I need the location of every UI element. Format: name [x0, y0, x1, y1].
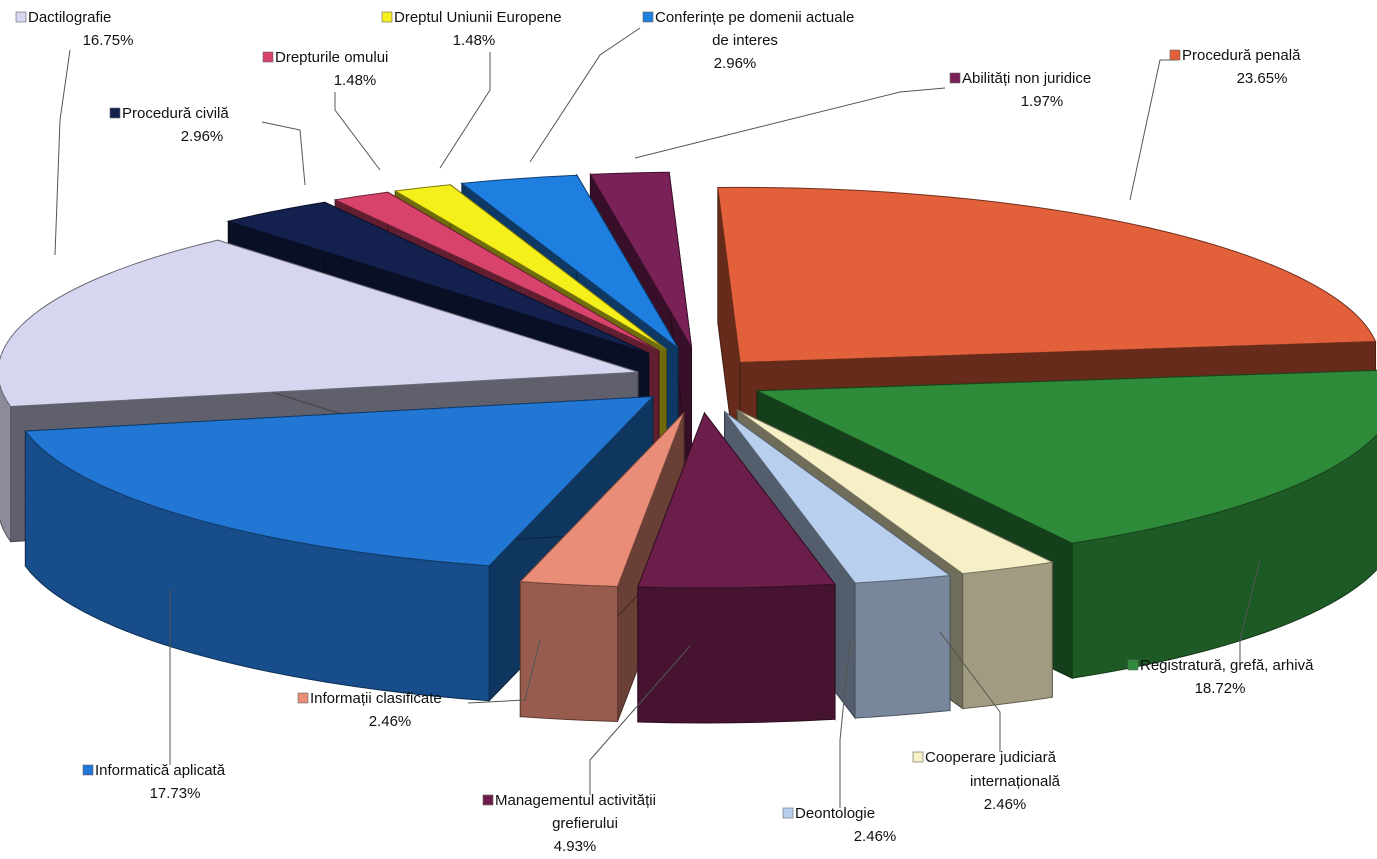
leader-line [634, 87, 946, 159]
slice-value-label: 2.46% [854, 828, 897, 845]
slice-value-label: 2.46% [984, 796, 1027, 813]
pie-slice-top [519, 412, 685, 588]
pie-slice-top [717, 186, 1377, 363]
pie-slice-top [637, 411, 837, 589]
slice-value-label: 18.72% [1195, 680, 1246, 697]
pie-slice-rim [962, 561, 1053, 710]
legend-key [912, 751, 924, 763]
legend-key [1169, 49, 1181, 61]
leader-line [1239, 559, 1261, 668]
pie-slice-top [589, 171, 692, 348]
slice-value-label: 4.93% [554, 838, 597, 855]
pie-slice-top [756, 369, 1377, 544]
legend-key [642, 11, 654, 23]
legend-key [949, 72, 961, 84]
pie-slice-rim [854, 574, 951, 719]
legend-key [262, 51, 274, 63]
slice-label: Deontologie [795, 805, 875, 822]
slice-value-label: 23.65% [1237, 70, 1288, 87]
slice-label: Conferințe pe domenii actuale [655, 9, 854, 26]
legend-key [381, 11, 393, 23]
legend-key [15, 11, 27, 23]
slice-value-label: 1.48% [334, 72, 377, 89]
slice-value-label: 1.48% [453, 32, 496, 49]
pie-slice-top [0, 239, 639, 408]
slice-value-label: 1.97% [1021, 93, 1064, 110]
legend-key [782, 807, 794, 819]
slice-label: Drepturile omului [275, 49, 388, 66]
slice-label: Dreptul Uniunii Europene [394, 9, 562, 26]
slice-label: Procedură civilă [122, 105, 229, 122]
legend-key [1127, 659, 1139, 671]
leader-line [529, 27, 641, 163]
slice-value-label: 2.96% [714, 55, 757, 72]
pie-slices [0, 171, 1377, 724]
pie-slice-top [724, 411, 952, 584]
slice-label: Procedură penală [1182, 47, 1301, 64]
slice-label: grefierului [552, 815, 618, 832]
leader-line [467, 639, 541, 704]
leader-lines [54, 27, 1261, 808]
slice-labels: Procedură penală 23.65% Registratură, gref… [15, 9, 1314, 855]
pie-slice-rim [519, 581, 619, 723]
slice-value-label: 2.46% [369, 713, 412, 730]
pie-slice [519, 411, 685, 723]
pie-slice [24, 395, 655, 703]
pie-slice-top [460, 174, 679, 349]
pie-slice-rim [637, 583, 836, 724]
pie-slice-top [24, 396, 655, 567]
pie-slice-top [333, 191, 660, 352]
legend-key [482, 794, 494, 806]
slice-value-label: 16.75% [83, 32, 134, 49]
slice-label: Registratură, grefă, arhivă [1140, 657, 1314, 674]
legend-key [109, 107, 121, 119]
legend-key [82, 764, 94, 776]
leader-line [839, 639, 851, 808]
legend-key [297, 692, 309, 704]
pie-slice-top [736, 409, 1054, 575]
leader-line [939, 631, 1001, 752]
leader-line [54, 49, 71, 256]
leader-line [589, 645, 691, 795]
leader-line [439, 52, 491, 169]
slice-label: Managementul activității [495, 792, 656, 809]
leader-line [334, 92, 381, 171]
pie-slice-top [393, 184, 667, 350]
leader-line [1129, 59, 1178, 201]
slice-label: Cooperare judiciară [925, 749, 1057, 766]
pie-slice-top [226, 201, 649, 354]
slice-label: de interes [712, 32, 778, 49]
slice-label: internațională [970, 773, 1061, 790]
pie-slice [637, 411, 837, 724]
slice-value-label: 2.96% [181, 128, 224, 145]
leader-line [261, 121, 306, 186]
slice-label: Informatică aplicată [95, 762, 226, 779]
slice-label: Abilități non juridice [962, 70, 1091, 87]
slice-label: Dactilografie [28, 9, 111, 26]
slice-label: Informații clasificate [310, 690, 442, 707]
slice-value-label: 17.73% [150, 785, 201, 802]
